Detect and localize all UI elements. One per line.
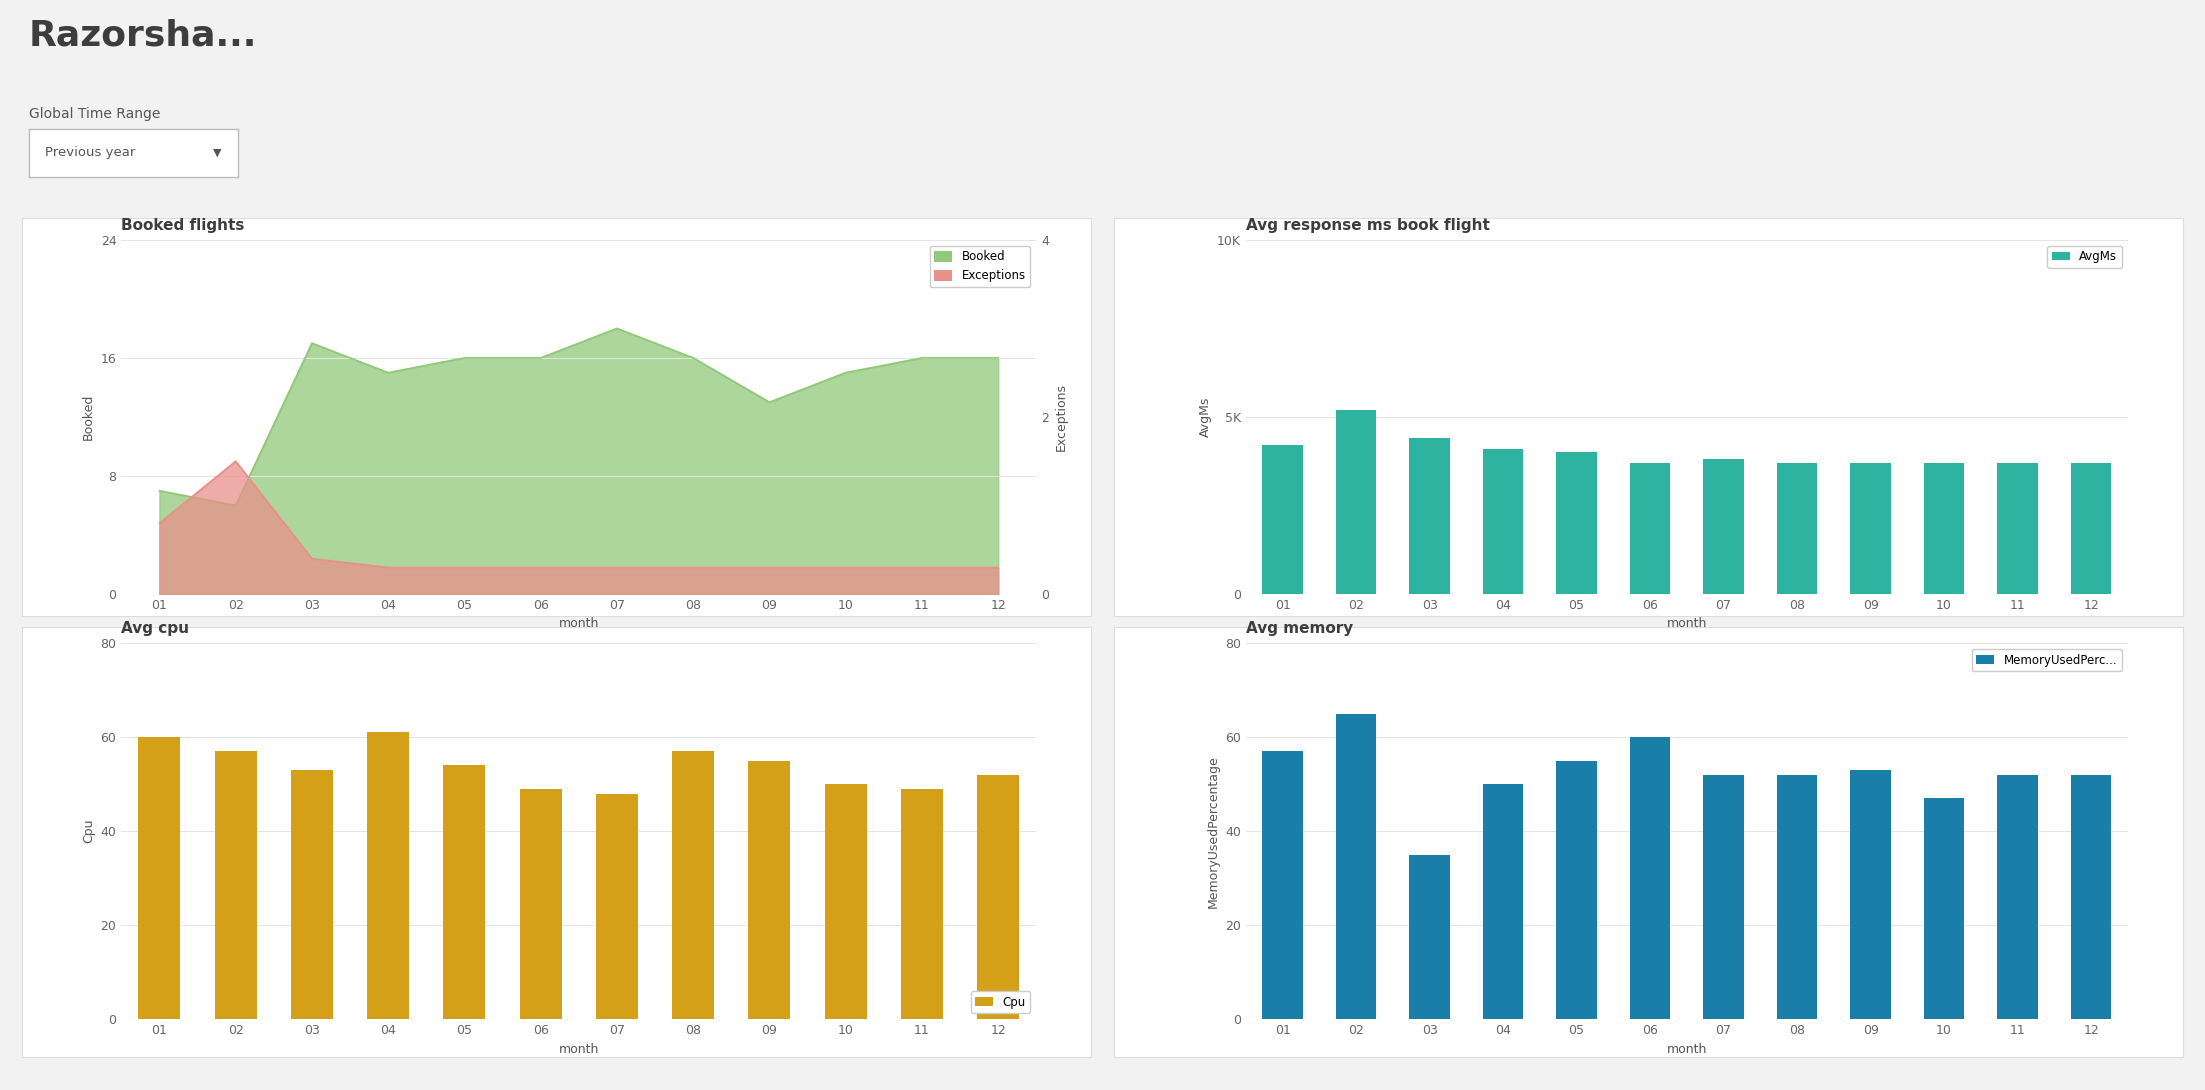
- X-axis label: month: month: [1667, 1042, 1707, 1055]
- Bar: [1923, 798, 1965, 1019]
- Text: Avg memory: Avg memory: [1246, 621, 1354, 637]
- Bar: [1629, 463, 1669, 594]
- Bar: [1482, 449, 1524, 594]
- Bar: [595, 794, 637, 1019]
- Text: ▼: ▼: [214, 147, 221, 158]
- Bar: [2070, 775, 2112, 1019]
- X-axis label: month: month: [558, 1042, 600, 1055]
- Bar: [214, 751, 256, 1019]
- Bar: [1702, 775, 1744, 1019]
- Text: Previous year: Previous year: [46, 146, 137, 159]
- Bar: [977, 775, 1019, 1019]
- Bar: [1850, 770, 1890, 1019]
- Bar: [291, 770, 333, 1019]
- Bar: [902, 789, 944, 1019]
- Bar: [1336, 410, 1376, 594]
- Bar: [825, 784, 867, 1019]
- Bar: [1777, 463, 1817, 594]
- Legend: Cpu: Cpu: [970, 991, 1030, 1014]
- Y-axis label: AvgMs: AvgMs: [1197, 397, 1211, 437]
- Bar: [1261, 751, 1303, 1019]
- Bar: [1702, 459, 1744, 594]
- Text: Global Time Range: Global Time Range: [29, 108, 161, 121]
- Y-axis label: Cpu: Cpu: [82, 819, 95, 844]
- Bar: [2070, 463, 2112, 594]
- Bar: [1923, 463, 1965, 594]
- Text: Booked flights: Booked flights: [121, 218, 245, 233]
- Bar: [1998, 775, 2037, 1019]
- Bar: [747, 761, 789, 1019]
- Bar: [520, 789, 562, 1019]
- Bar: [1557, 761, 1596, 1019]
- Bar: [1777, 775, 1817, 1019]
- Bar: [368, 732, 410, 1019]
- X-axis label: month: month: [1667, 617, 1707, 630]
- Y-axis label: Exceptions: Exceptions: [1054, 383, 1067, 451]
- Bar: [443, 765, 485, 1019]
- Bar: [139, 737, 181, 1019]
- Bar: [1409, 855, 1449, 1019]
- Bar: [1629, 737, 1669, 1019]
- Text: Avg response ms book flight: Avg response ms book flight: [1246, 218, 1491, 233]
- Bar: [1261, 445, 1303, 594]
- Bar: [1557, 452, 1596, 594]
- Legend: AvgMs: AvgMs: [2046, 245, 2121, 268]
- Y-axis label: MemoryUsedPercentage: MemoryUsedPercentage: [1206, 754, 1219, 908]
- Bar: [673, 751, 714, 1019]
- Legend: Booked, Exceptions: Booked, Exceptions: [931, 245, 1030, 287]
- X-axis label: month: month: [558, 617, 600, 630]
- Bar: [1998, 463, 2037, 594]
- Text: Razorsha...: Razorsha...: [29, 19, 258, 52]
- Text: Avg cpu: Avg cpu: [121, 621, 190, 637]
- Bar: [1482, 784, 1524, 1019]
- Legend: MemoryUsedPerc...: MemoryUsedPerc...: [1971, 649, 2121, 671]
- Bar: [1850, 463, 1890, 594]
- Bar: [1336, 714, 1376, 1019]
- Y-axis label: Booked: Booked: [82, 393, 95, 440]
- Bar: [1409, 438, 1449, 594]
